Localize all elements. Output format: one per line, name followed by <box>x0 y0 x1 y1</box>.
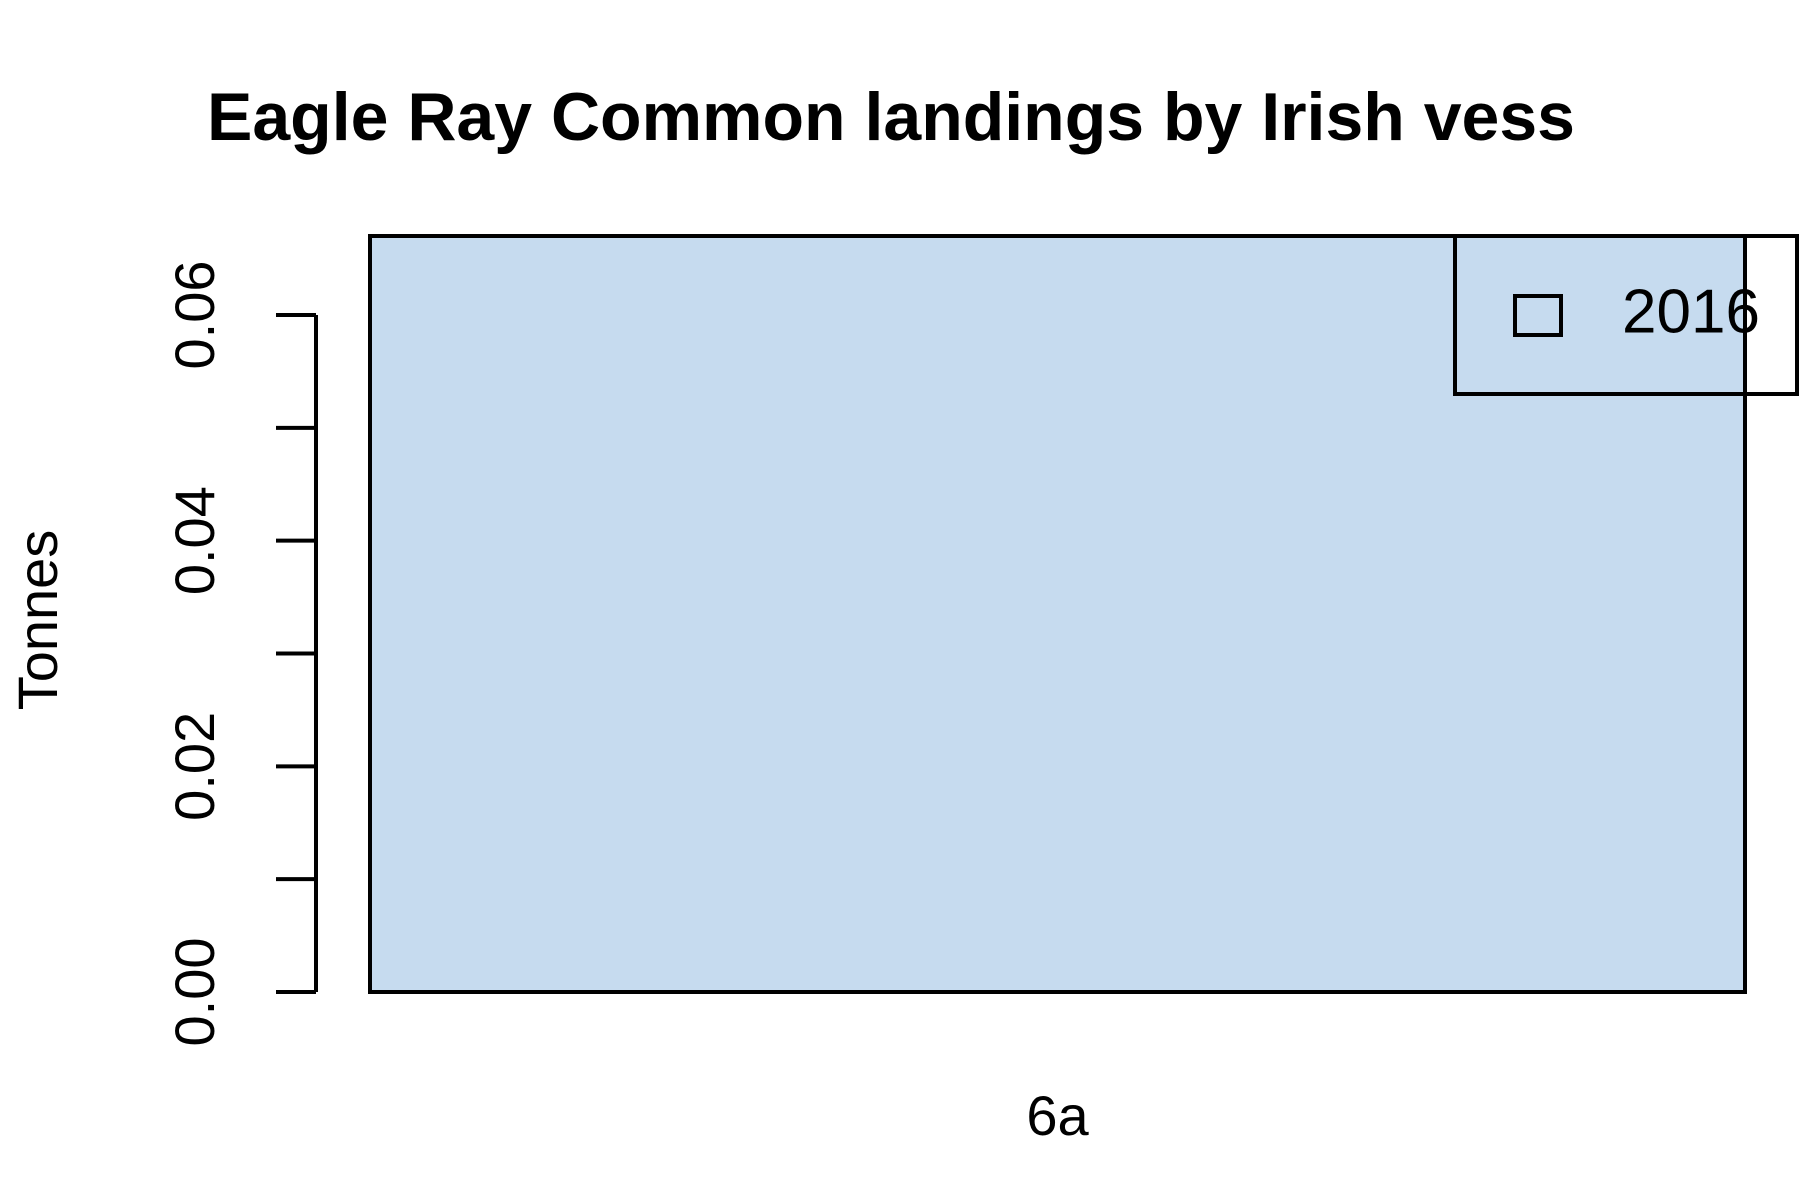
x-tick-label: 6a <box>1026 1084 1089 1147</box>
y-axis-label: Tonnes <box>6 530 69 711</box>
y-tick-label: 0.06 <box>163 260 226 369</box>
chart-title: Eagle Ray Common landings by Irish vess <box>207 79 1575 155</box>
legend-swatch <box>1513 294 1563 337</box>
y-tick-label: 0.02 <box>163 712 226 821</box>
bar <box>368 234 1747 994</box>
y-tick-label: 0.04 <box>163 486 226 595</box>
y-tick-label: 0.00 <box>163 938 226 1047</box>
legend-box <box>1453 234 1799 396</box>
legend-label: 2016 <box>1622 277 1760 346</box>
